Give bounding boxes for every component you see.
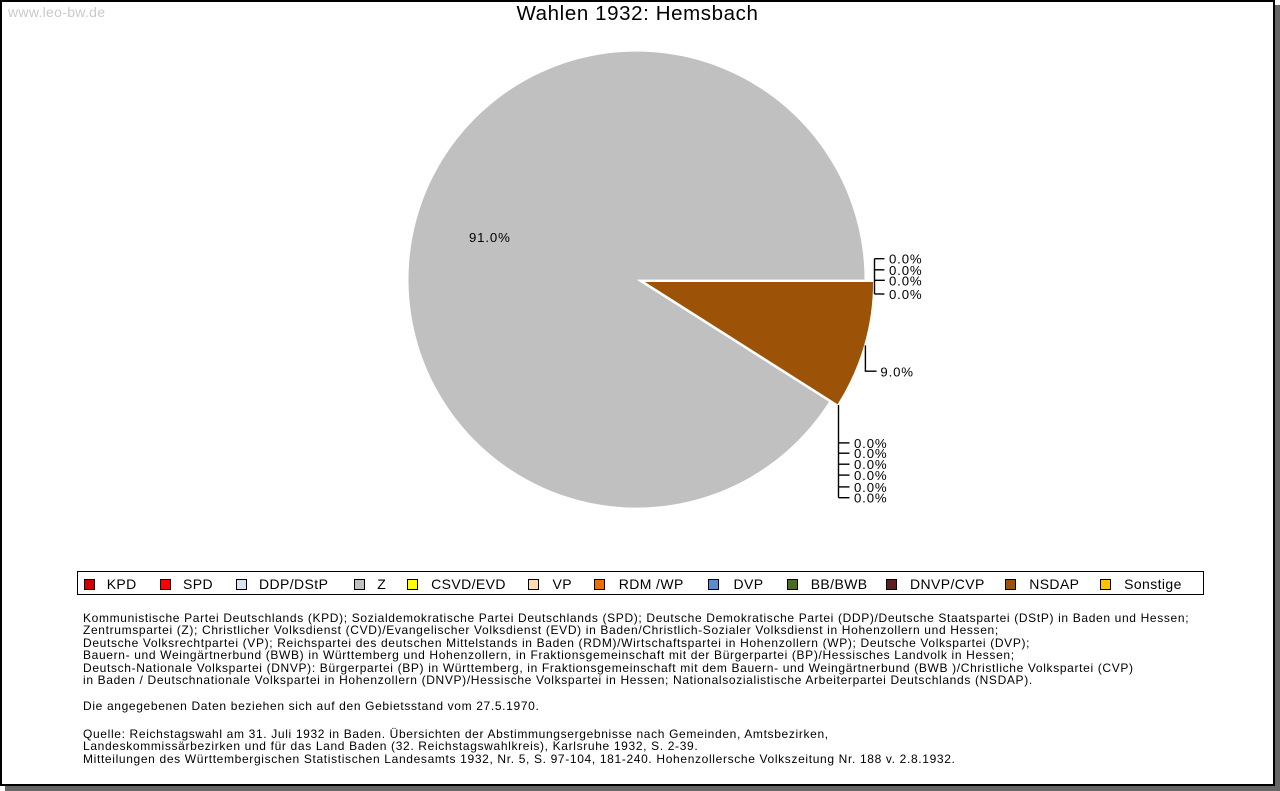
svg-text:9.0%: 9.0%	[880, 364, 913, 379]
svg-text:0.0%: 0.0%	[889, 287, 922, 302]
svg-text:0.0%: 0.0%	[889, 273, 922, 288]
svg-text:0.0%: 0.0%	[854, 491, 887, 506]
svg-text:0.0%: 0.0%	[889, 263, 922, 278]
svg-text:0.0%: 0.0%	[854, 468, 887, 483]
svg-text:91.0%: 91.0%	[469, 230, 511, 245]
svg-text:0.0%: 0.0%	[854, 436, 887, 451]
svg-text:0.0%: 0.0%	[854, 446, 887, 461]
svg-text:0.0%: 0.0%	[854, 480, 887, 495]
svg-text:0.0%: 0.0%	[854, 457, 887, 472]
svg-text:0.0%: 0.0%	[889, 252, 922, 267]
